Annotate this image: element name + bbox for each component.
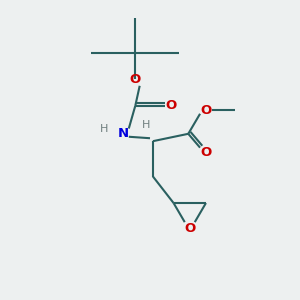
Text: O: O — [184, 221, 195, 235]
Text: H: H — [141, 120, 150, 130]
Text: O: O — [200, 146, 211, 159]
Text: H: H — [100, 124, 109, 134]
Text: O: O — [130, 73, 141, 86]
Text: N: N — [118, 127, 129, 140]
Text: O: O — [166, 99, 177, 112]
Text: O: O — [200, 104, 211, 117]
